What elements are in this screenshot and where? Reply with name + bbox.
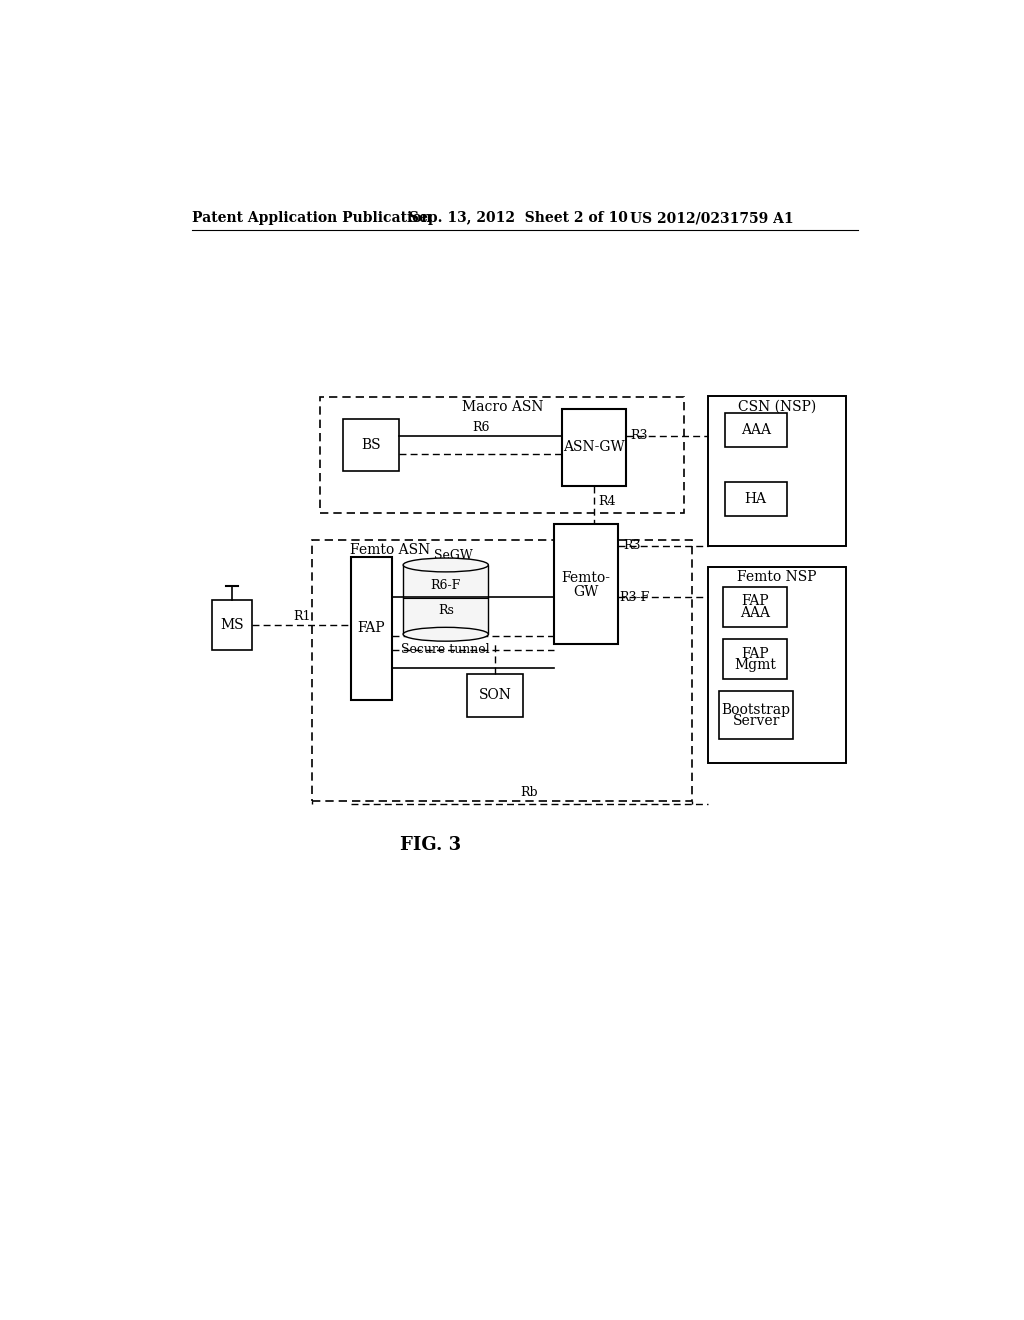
Text: SeGW: SeGW: [434, 549, 473, 562]
Text: FAP: FAP: [741, 647, 769, 660]
Text: Secure tunnel: Secure tunnel: [401, 643, 490, 656]
Text: Server: Server: [732, 714, 780, 729]
Bar: [403, 565, 488, 635]
Text: Femto ASN: Femto ASN: [350, 543, 430, 557]
Text: MS: MS: [220, 618, 244, 632]
Text: Femto-: Femto-: [561, 572, 610, 586]
Bar: [343, 418, 399, 471]
Bar: [467, 675, 523, 717]
Text: Macro ASN: Macro ASN: [462, 400, 543, 414]
Text: Patent Application Publication: Patent Application Publication: [191, 211, 431, 226]
Text: Sep. 13, 2012  Sheet 2 of 10: Sep. 13, 2012 Sheet 2 of 10: [409, 211, 628, 226]
Bar: [321, 397, 684, 512]
Text: HA: HA: [744, 492, 767, 506]
Text: SON: SON: [479, 689, 512, 702]
Text: Rs: Rs: [438, 603, 454, 616]
Text: AAA: AAA: [740, 422, 771, 437]
Bar: [351, 557, 391, 700]
Bar: [719, 692, 793, 739]
Text: AAA: AAA: [740, 606, 770, 619]
Text: Rb: Rb: [520, 785, 539, 799]
Text: FIG. 3: FIG. 3: [399, 837, 461, 854]
Bar: [562, 409, 626, 486]
Bar: [725, 413, 786, 447]
Text: R6: R6: [472, 421, 489, 434]
Bar: [708, 566, 846, 763]
Ellipse shape: [403, 558, 488, 572]
Bar: [554, 524, 617, 644]
Text: CSN (NSP): CSN (NSP): [737, 400, 816, 413]
Text: FAP: FAP: [741, 594, 769, 609]
Bar: [723, 639, 786, 678]
Text: R4: R4: [598, 495, 615, 508]
Text: Mgmt: Mgmt: [734, 659, 776, 672]
Bar: [312, 540, 692, 801]
Text: FAP: FAP: [357, 622, 385, 635]
Ellipse shape: [403, 627, 488, 642]
Text: R6-F: R6-F: [431, 579, 461, 593]
Text: R3: R3: [623, 539, 640, 552]
Text: GW: GW: [573, 585, 599, 598]
Text: R3: R3: [630, 429, 647, 442]
Text: US 2012/0231759 A1: US 2012/0231759 A1: [630, 211, 794, 226]
Text: BS: BS: [361, 438, 381, 451]
Bar: [212, 599, 252, 649]
Text: Bootstrap: Bootstrap: [722, 702, 791, 717]
Text: Femto NSP: Femto NSP: [737, 569, 816, 583]
Bar: [723, 586, 786, 627]
Bar: [708, 396, 846, 545]
Bar: [725, 482, 786, 516]
Text: ASN-GW: ASN-GW: [563, 440, 625, 454]
Text: R3-F: R3-F: [620, 591, 650, 603]
Text: R1: R1: [293, 610, 310, 623]
